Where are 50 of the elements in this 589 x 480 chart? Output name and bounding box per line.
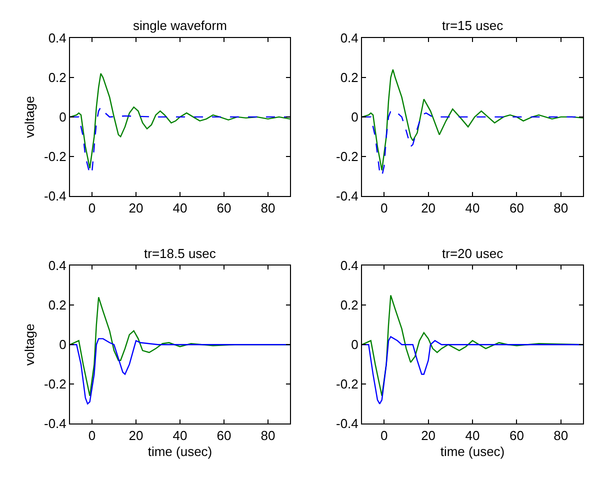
y-tick-label: -0.4: [336, 188, 358, 204]
x-tick-label: 0: [380, 200, 388, 216]
x-axis-title: time (usec): [440, 444, 505, 459]
x-tick-label: 60: [509, 200, 524, 216]
line-series: [70, 72, 290, 169]
y-tick-label: 0.2: [340, 70, 358, 86]
x-tick-label: 80: [260, 200, 276, 216]
x-tick-label: 40: [172, 200, 188, 216]
x-tick-label: 40: [172, 428, 188, 444]
x-tick-label: 20: [128, 200, 144, 216]
x-tick-label: 20: [421, 200, 436, 216]
y-tick-label: -0.4: [44, 188, 66, 204]
x-tick-label: 60: [216, 428, 232, 444]
x-tick-label: 80: [260, 428, 276, 444]
x-axis-title: time (usec): [148, 444, 212, 459]
x-tick-label: 20: [128, 428, 144, 444]
y-tick-label: 0.2: [48, 298, 66, 313]
y-tick-label: 0.4: [340, 258, 358, 274]
y-tick-label: -0.2: [336, 148, 358, 164]
y-axis-title: voltage: [22, 96, 37, 138]
y-tick-label: 0.2: [340, 298, 358, 313]
y-tick-label: 0: [351, 337, 358, 352]
line-series: [362, 68, 583, 171]
y-tick-label: 0.4: [48, 30, 66, 46]
x-tick-label: 40: [465, 428, 480, 444]
y-tick-label: -0.2: [336, 376, 358, 392]
x-tick-label: 80: [554, 200, 568, 216]
chart-title: tr=18.5 usec: [144, 246, 216, 261]
x-tick-label: 20: [421, 428, 436, 444]
y-tick-label: -0.4: [44, 416, 66, 432]
y-tick-label: 0.4: [48, 258, 66, 274]
y-tick-label: -0.2: [44, 148, 66, 164]
x-tick-label: 80: [554, 428, 568, 444]
x-tick-label: 40: [465, 200, 480, 216]
chart-title: single waveform: [133, 18, 227, 33]
y-tick-label: 0: [59, 337, 66, 352]
chart-title: tr=15 usec: [442, 18, 504, 33]
x-tick-label: 60: [509, 428, 524, 444]
y-axis-title: voltage: [22, 324, 37, 366]
y-tick-label: 0: [59, 110, 66, 124]
x-tick-label: 0: [380, 428, 388, 444]
x-tick-label: 0: [88, 200, 96, 216]
y-tick-label: 0.2: [48, 70, 66, 86]
y-tick-label: -0.2: [44, 376, 66, 392]
y-tick-label: -0.4: [336, 416, 358, 432]
x-tick-label: 60: [216, 200, 232, 216]
y-tick-label: 0.4: [340, 30, 358, 46]
x-tick-label: 0: [88, 428, 96, 444]
chart-title: tr=20 usec: [442, 246, 504, 261]
y-tick-label: 0: [351, 110, 358, 124]
